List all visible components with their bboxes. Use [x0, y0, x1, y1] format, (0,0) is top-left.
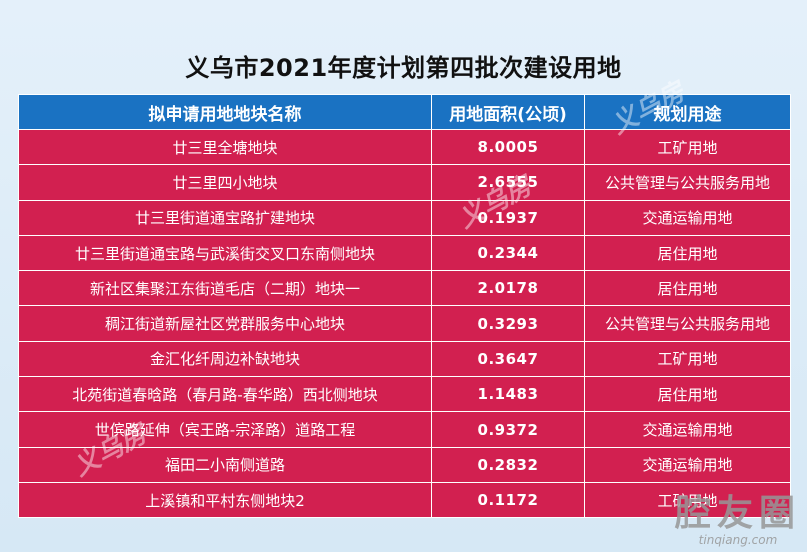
cell-name: 上溪镇和平村东侧地块2 [18, 481, 432, 519]
cell-use: 交通运输用地 [584, 411, 791, 448]
cell-name: 新社区集聚江东街道毛店（二期）地块一 [18, 270, 432, 307]
cell-name: 北苑街道春晗路（春月路-春华路）西北侧地块 [18, 376, 432, 413]
cell-area: 0.1172 [431, 481, 585, 519]
cell-area: 1.1483 [431, 376, 585, 413]
page-title: 义乌市2021年度计划第四批次建设用地 [185, 54, 622, 82]
cell-use: 居住用地 [584, 376, 791, 413]
site-logo: 腔友圈 tinqiang.com [674, 493, 801, 547]
cell-use: 交通运输用地 [584, 199, 791, 236]
logo-main: 腔友圈 [674, 493, 801, 534]
cell-name: 世傧路延伸（宾王路-宗泽路）道路工程 [18, 411, 432, 448]
cell-name: 福田二小南侧道路 [18, 446, 432, 483]
table-body: 廿三里全塘地块 8.0005 工矿用地 廿三里四小地块 2.6555 公共管理与公共服务用… [18, 128, 791, 519]
table-row: 廿三里四小地块 2.6555 公共管理与公共服务用地 [18, 164, 791, 201]
cell-area: 0.3293 [431, 305, 585, 342]
cell-area: 2.6555 [431, 164, 585, 201]
land-table: 拟申请用地地块名称 用地面积(公顷) 规划用途 廿三里全塘地块 8.0005 工矿用… [18, 94, 791, 519]
header-area: 用地面积(公顷) [431, 94, 585, 130]
cell-area: 0.2832 [431, 446, 585, 483]
header-name: 拟申请用地地块名称 [18, 94, 432, 130]
table-row: 世傧路延伸（宾王路-宗泽路）道路工程 0.9372 交通运输用地 [18, 411, 791, 448]
cell-area: 0.3647 [431, 340, 585, 378]
cell-area: 2.0178 [431, 270, 585, 307]
header-use: 规划用途 [584, 94, 791, 130]
logo-sub: tinqiang.com [698, 533, 778, 547]
cell-area: 0.2344 [431, 234, 585, 272]
table-row: 廿三里街道通宝路与武溪街交叉口东南侧地块 0.2344 居住用地 [18, 234, 791, 272]
cell-name: 金汇化纤周边补缺地块 [18, 340, 432, 378]
table-row: 福田二小南侧道路 0.2832 交通运输用地 [18, 446, 791, 483]
table-row: 北苑街道春晗路（春月路-春华路）西北侧地块 1.1483 居住用地 [18, 376, 791, 413]
cell-name: 廿三里街道通宝路与武溪街交叉口东南侧地块 [18, 234, 432, 272]
cell-use: 居住用地 [584, 270, 791, 307]
cell-use: 工矿用地 [584, 340, 791, 378]
cell-area: 0.1937 [431, 199, 585, 236]
cell-area: 0.9372 [431, 411, 585, 448]
cell-use: 公共管理与公共服务用地 [584, 164, 791, 201]
table-header-row: 拟申请用地地块名称 用地面积(公顷) 规划用途 [18, 94, 791, 130]
cell-name: 廿三里街道通宝路扩建地块 [18, 199, 432, 236]
table-row: 廿三里全塘地块 8.0005 工矿用地 [18, 128, 791, 166]
cell-use: 公共管理与公共服务用地 [584, 305, 791, 342]
cell-name: 廿三里四小地块 [18, 164, 432, 201]
cell-name: 廿三里全塘地块 [18, 128, 432, 166]
cell-name: 稠江街道新屋社区党群服务中心地块 [18, 305, 432, 342]
cell-use: 居住用地 [584, 234, 791, 272]
cell-area: 8.0005 [431, 128, 585, 166]
table-row: 新社区集聚江东街道毛店（二期）地块一 2.0178 居住用地 [18, 270, 791, 307]
cell-use: 交通运输用地 [584, 446, 791, 483]
table-row: 廿三里街道通宝路扩建地块 0.1937 交通运输用地 [18, 199, 791, 236]
cell-use: 工矿用地 [584, 128, 791, 166]
table-row: 金汇化纤周边补缺地块 0.3647 工矿用地 [18, 340, 791, 378]
table-row: 上溪镇和平村东侧地块2 0.1172 工矿用地 [18, 481, 791, 519]
table-row: 稠江街道新屋社区党群服务中心地块 0.3293 公共管理与公共服务用地 [18, 305, 791, 342]
cell-use: 工矿用地 [584, 481, 791, 519]
